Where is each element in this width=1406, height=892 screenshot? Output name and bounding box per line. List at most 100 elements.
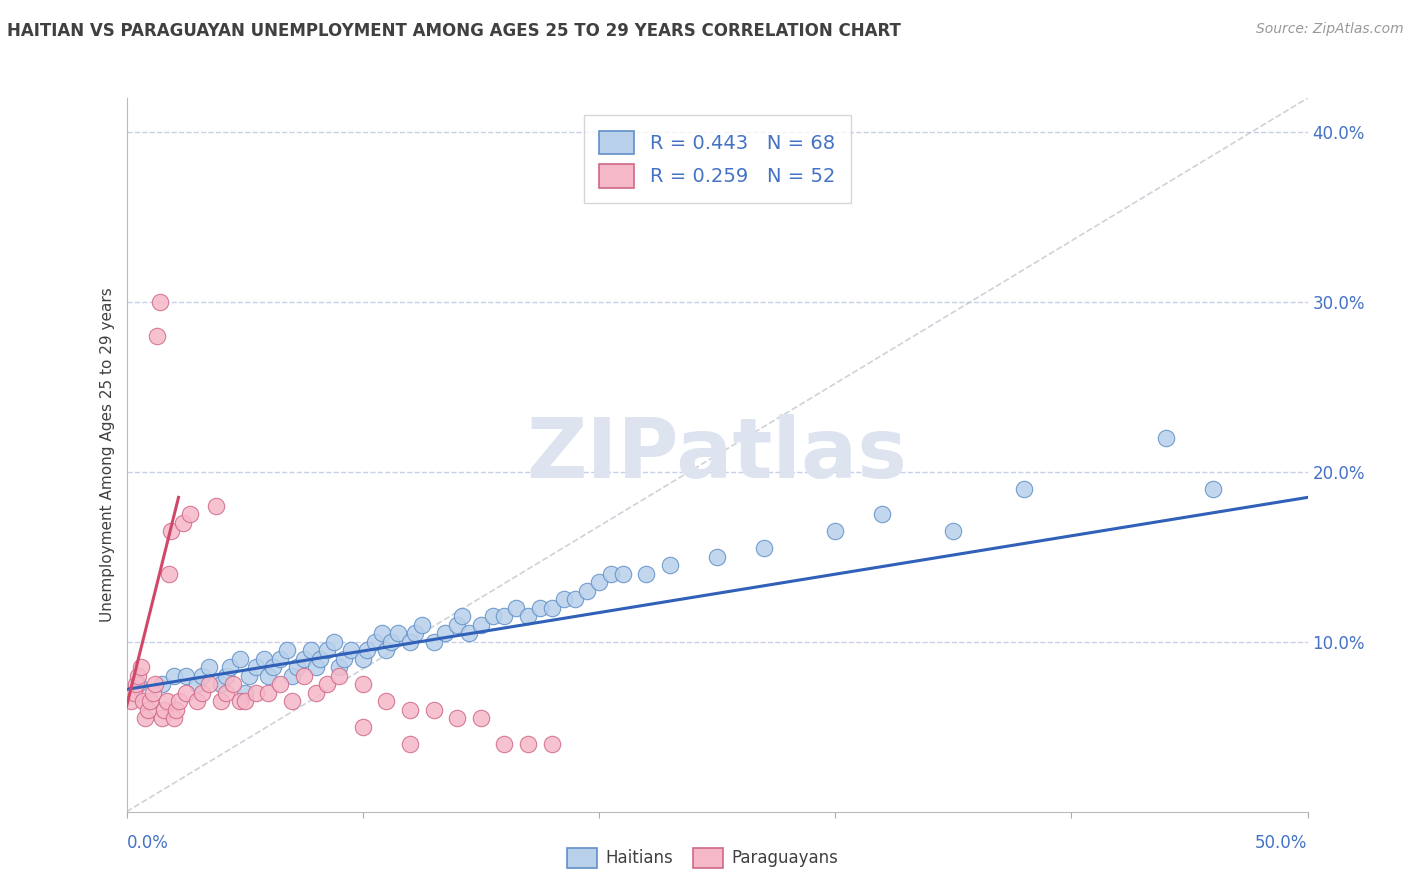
Point (229, 652, 252, 666)
Point (404, 626, 426, 640)
Point (252, 652, 274, 666)
Point (446, 617, 468, 632)
Point (422, 703, 444, 717)
Point (422, 635, 444, 649)
Point (323, 635, 346, 649)
Point (375, 643, 398, 657)
Point (316, 643, 339, 657)
Point (612, 566, 634, 581)
Point (269, 652, 291, 666)
Text: Source: ZipAtlas.com: Source: ZipAtlas.com (1256, 22, 1403, 37)
Point (387, 626, 409, 640)
Point (179, 508, 201, 522)
Point (134, 711, 156, 725)
Point (340, 643, 363, 657)
Point (434, 626, 457, 640)
Point (191, 669, 214, 683)
Point (149, 295, 172, 310)
Point (316, 677, 339, 691)
Point (281, 694, 304, 708)
Point (146, 329, 169, 343)
Point (352, 652, 374, 666)
Point (304, 660, 326, 674)
Point (174, 686, 197, 700)
Point (153, 703, 176, 717)
Point (122, 686, 145, 700)
Point (399, 703, 422, 717)
Point (219, 660, 242, 674)
Point (399, 635, 422, 649)
Point (209, 677, 232, 691)
Point (328, 660, 350, 674)
Point (143, 677, 166, 691)
Point (209, 694, 232, 708)
Point (636, 566, 658, 581)
Point (540, 737, 562, 751)
Point (157, 566, 180, 581)
Point (824, 524, 846, 539)
Point (380, 635, 402, 649)
Point (328, 669, 350, 683)
Point (292, 652, 315, 666)
Point (411, 617, 433, 632)
Point (238, 669, 260, 683)
Point (517, 609, 540, 624)
Point (658, 558, 681, 573)
Point (174, 669, 197, 683)
Point (706, 549, 728, 564)
Point (163, 669, 186, 683)
Point (451, 609, 474, 624)
Point (458, 626, 481, 640)
Point (229, 694, 252, 708)
Text: 0.0%: 0.0% (127, 834, 169, 852)
Text: ZIPatlas: ZIPatlas (527, 415, 907, 495)
Point (127, 677, 149, 691)
Point (754, 541, 776, 556)
Point (245, 660, 267, 674)
Point (540, 600, 562, 615)
Point (198, 660, 221, 674)
Point (304, 686, 326, 700)
Point (186, 677, 208, 691)
Point (156, 694, 179, 708)
Legend: R = 0.443   N = 68, R = 0.259   N = 52: R = 0.443 N = 68, R = 0.259 N = 52 (583, 115, 851, 203)
Point (141, 686, 163, 700)
Point (150, 677, 173, 691)
Point (167, 694, 190, 708)
Point (375, 694, 398, 708)
Point (120, 694, 142, 708)
Point (576, 583, 599, 598)
Point (129, 660, 152, 674)
Point (163, 711, 186, 725)
Point (245, 686, 267, 700)
Point (299, 643, 322, 657)
Point (399, 737, 422, 751)
Point (494, 737, 516, 751)
Point (198, 677, 221, 691)
Point (269, 677, 291, 691)
Point (276, 643, 298, 657)
Point (942, 524, 965, 539)
Point (262, 660, 284, 674)
Point (292, 669, 315, 683)
Point (356, 643, 378, 657)
Legend: Haitians, Paraguayans: Haitians, Paraguayans (561, 841, 845, 875)
Point (285, 660, 308, 674)
Point (1154, 431, 1177, 445)
Point (446, 711, 468, 725)
Point (172, 516, 194, 530)
Point (352, 720, 374, 734)
Point (1012, 482, 1035, 496)
Point (553, 592, 575, 607)
Point (165, 703, 187, 717)
Point (233, 694, 256, 708)
Point (564, 592, 586, 607)
Point (599, 566, 621, 581)
Point (257, 686, 280, 700)
Y-axis label: Unemployment Among Ages 25 to 29 years: Unemployment Among Ages 25 to 29 years (100, 287, 115, 623)
Point (127, 669, 149, 683)
Point (257, 669, 280, 683)
Point (205, 499, 228, 513)
Point (505, 600, 527, 615)
Point (363, 635, 385, 649)
